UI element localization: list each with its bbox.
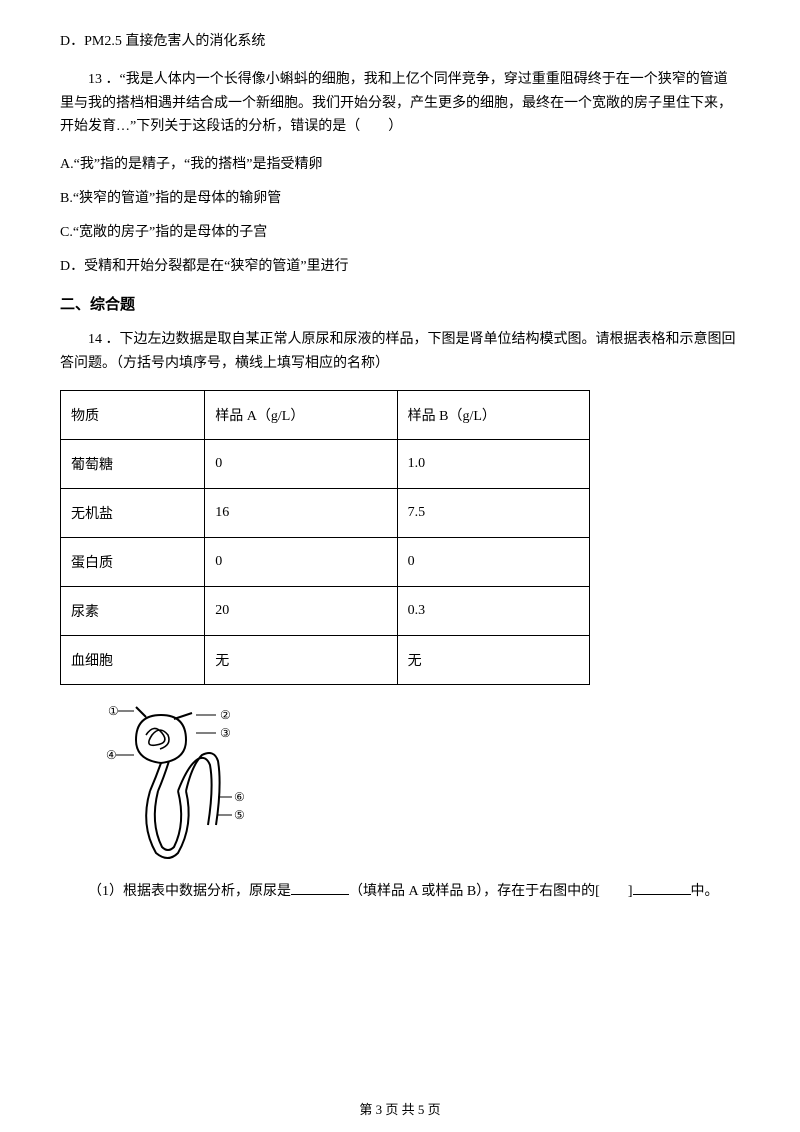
table-row: 葡萄糖 0 1.0 bbox=[61, 439, 590, 488]
label-4: ④ bbox=[106, 748, 117, 762]
q13-option-c: C.“宽敞的房子”指的是母体的子宫 bbox=[60, 221, 740, 241]
q14-sub1: （1）根据表中数据分析，原尿是 （填样品 A 或样品 B），存在于右图中的[ ] 中… bbox=[60, 880, 740, 904]
section-2-title: 二、综合题 bbox=[60, 293, 740, 314]
th-substance: 物质 bbox=[61, 390, 205, 439]
q13-number: 13 ． bbox=[88, 72, 120, 87]
cell: 0 bbox=[397, 537, 589, 586]
cell: 0 bbox=[205, 537, 397, 586]
cell: 0.3 bbox=[397, 586, 589, 635]
table-row: 无机盐 16 7.5 bbox=[61, 488, 590, 537]
table-row: 尿素 20 0.3 bbox=[61, 586, 590, 635]
cell: 葡萄糖 bbox=[61, 439, 205, 488]
cell: 0 bbox=[205, 439, 397, 488]
cell: 16 bbox=[205, 488, 397, 537]
option-d-prev: D．PM2.5 直接危害人的消化系统 bbox=[60, 30, 740, 54]
q14-1-mid: （填样品 A 或样品 B），存在于右图中的[ ] bbox=[349, 884, 633, 899]
cell: 血细胞 bbox=[61, 635, 205, 684]
question-14: 14 ．下边左边数据是取自某正常人原尿和尿液的样品，下图是肾单位结构模式图。请根… bbox=[60, 328, 740, 376]
cell: 蛋白质 bbox=[61, 537, 205, 586]
label-3: ③ bbox=[220, 726, 231, 740]
th-sample-b: 样品 B（g/L） bbox=[397, 390, 589, 439]
th-sample-a: 样品 A（g/L） bbox=[205, 390, 397, 439]
cell: 无 bbox=[397, 635, 589, 684]
table-row: 蛋白质 0 0 bbox=[61, 537, 590, 586]
q13-option-b: B.“狭窄的管道”指的是母体的输卵管 bbox=[60, 187, 740, 207]
label-1: ① bbox=[108, 705, 119, 718]
nephron-diagram: ① ② ③ ④ ⑥ ⑤ bbox=[106, 705, 740, 870]
label-5: ⑤ bbox=[234, 808, 245, 822]
cell: 无 bbox=[205, 635, 397, 684]
q13-text: “我是人体内一个长得像小蝌蚪的细胞，我和上亿个同伴竞争，穿过重重阻碍终于在一个狭… bbox=[60, 72, 732, 135]
label-2: ② bbox=[220, 708, 231, 722]
nephron-svg-icon: ① ② ③ ④ ⑥ ⑤ bbox=[106, 705, 256, 865]
q13-option-d: D．受精和开始分裂都是在“狭窄的管道”里进行 bbox=[60, 255, 740, 275]
q14-1-pre: （1）根据表中数据分析，原尿是 bbox=[88, 884, 291, 899]
question-13: 13 ．“我是人体内一个长得像小蝌蚪的细胞，我和上亿个同伴竞争，穿过重重阻碍终于… bbox=[60, 68, 740, 139]
q14-1-post: 中。 bbox=[691, 884, 719, 899]
q14-number: 14 ． bbox=[88, 332, 120, 347]
data-table: 物质 样品 A（g/L） 样品 B（g/L） 葡萄糖 0 1.0 无机盐 16 … bbox=[60, 390, 590, 685]
q14-text: 下边左边数据是取自某正常人原尿和尿液的样品，下图是肾单位结构模式图。请根据表格和… bbox=[60, 332, 736, 371]
cell: 1.0 bbox=[397, 439, 589, 488]
cell: 20 bbox=[205, 586, 397, 635]
blank-2 bbox=[633, 881, 691, 895]
cell: 无机盐 bbox=[61, 488, 205, 537]
cell: 7.5 bbox=[397, 488, 589, 537]
cell: 尿素 bbox=[61, 586, 205, 635]
table-row: 血细胞 无 无 bbox=[61, 635, 590, 684]
table-header-row: 物质 样品 A（g/L） 样品 B（g/L） bbox=[61, 390, 590, 439]
label-6: ⑥ bbox=[234, 790, 245, 804]
blank-1 bbox=[291, 881, 349, 895]
page-footer: 第 3 页 共 5 页 bbox=[0, 1099, 800, 1118]
q13-option-a: A.“我”指的是精子，“我的搭档”是指受精卵 bbox=[60, 153, 740, 173]
